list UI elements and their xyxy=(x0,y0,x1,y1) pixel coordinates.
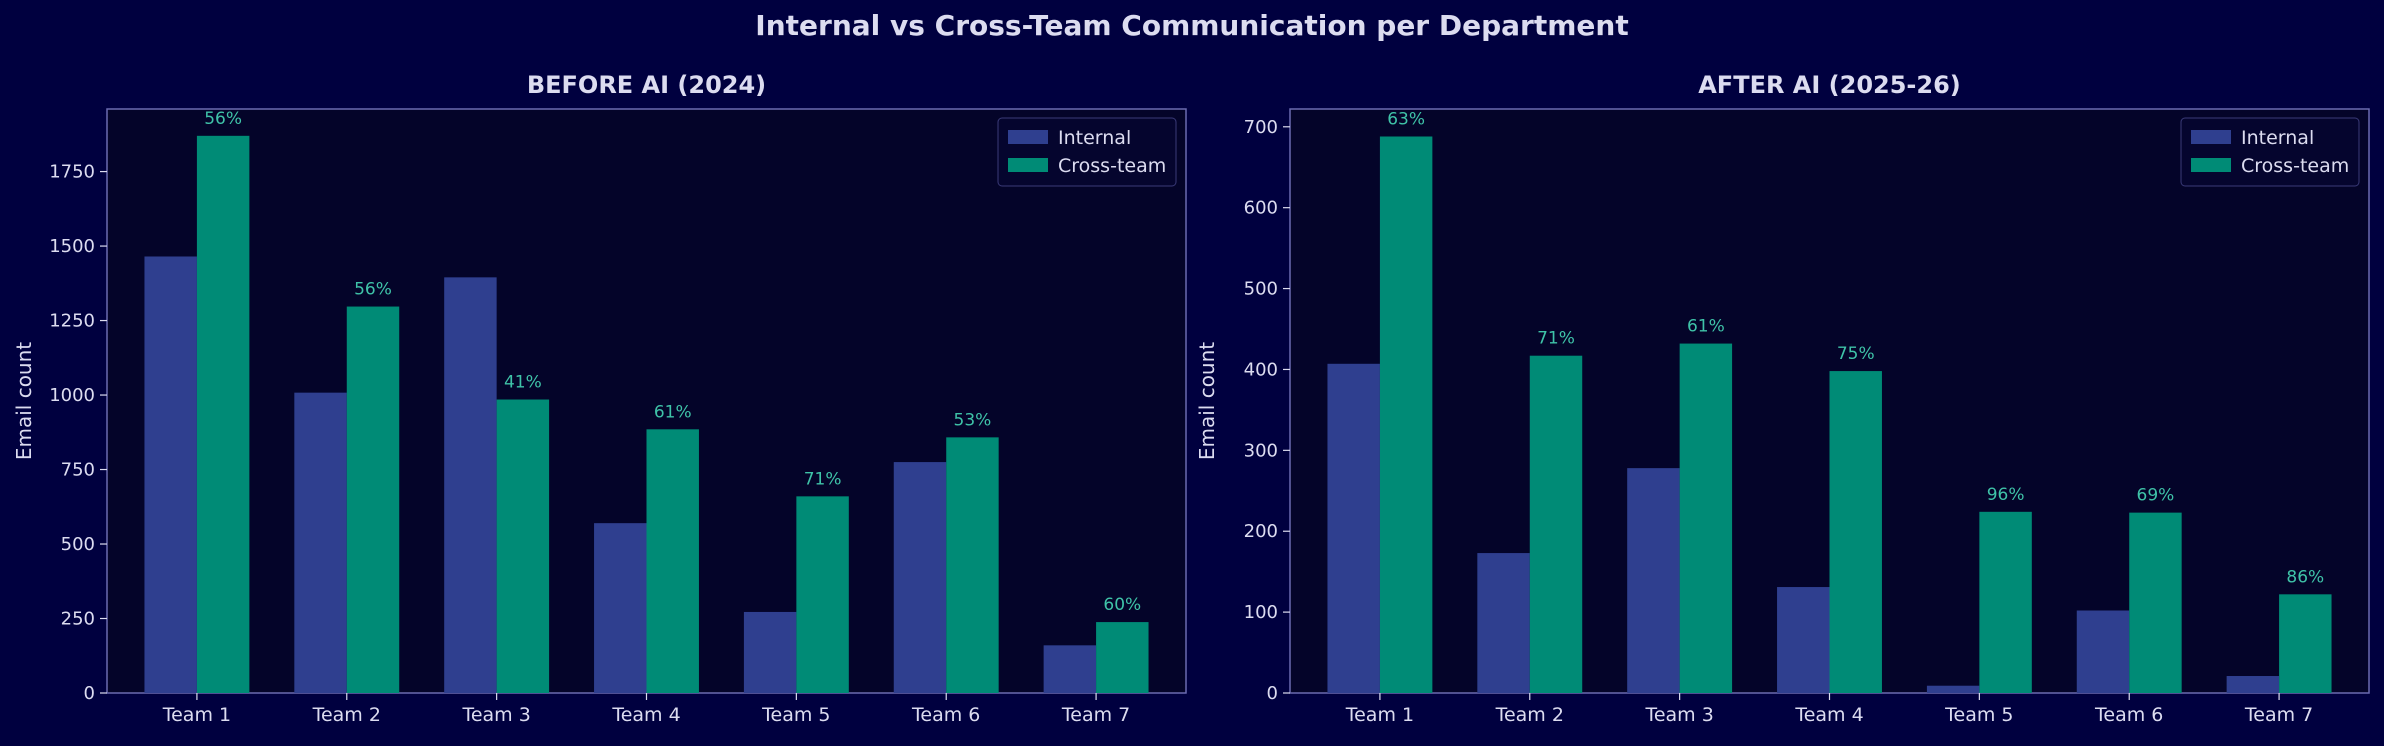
legend-swatch-internal xyxy=(1008,130,1048,144)
bar-internal xyxy=(594,523,647,693)
x-tick-label: Team 5 xyxy=(1944,704,2013,726)
data-label: 56% xyxy=(204,109,242,129)
x-tick-label: Team 6 xyxy=(911,704,980,726)
x-tick-label: Team 7 xyxy=(2244,704,2313,726)
bar-internal xyxy=(1627,468,1680,693)
y-tick-label: 1500 xyxy=(49,236,95,257)
x-tick-label: Team 1 xyxy=(162,704,231,726)
y-tick-label: 700 xyxy=(1244,117,1278,138)
bar-internal xyxy=(444,277,497,693)
bar-cross-team xyxy=(346,306,400,693)
bar-cross-team xyxy=(1979,511,2032,693)
bar-cross-team xyxy=(796,496,849,693)
x-tick-label: Team 2 xyxy=(312,704,381,726)
chart-panel-1: BEFORE AI (2024) Email count 0 250 500 750 100… xyxy=(12,71,1187,726)
x-tick-label: Team 1 xyxy=(1345,704,1414,726)
legend-swatch-internal xyxy=(2191,130,2231,144)
data-label: 71% xyxy=(804,469,842,489)
bar-cross-team xyxy=(2279,594,2332,693)
bar-internal xyxy=(1926,685,1980,693)
x-tick-label: Team 5 xyxy=(761,704,830,726)
legend: Internal Cross-team xyxy=(2180,117,2360,187)
bar-cross-team xyxy=(1379,136,1433,693)
data-label: 71% xyxy=(1537,329,1575,349)
data-label: 56% xyxy=(354,280,392,300)
y-tick-label: 1250 xyxy=(49,311,95,332)
y-tick-label: 100 xyxy=(1244,602,1278,623)
y-axis-label: Email count xyxy=(1195,342,1219,460)
data-label: 69% xyxy=(2137,486,2175,506)
legend: Internal Cross-team xyxy=(997,117,1177,187)
y-tick-label: 750 xyxy=(61,460,95,481)
legend-label-cross-team: Cross-team xyxy=(1058,155,1166,177)
y-tick-label: 1000 xyxy=(49,385,95,406)
y-tick-label: 500 xyxy=(61,534,95,555)
x-tick-label: Team 3 xyxy=(461,704,530,726)
bar-internal xyxy=(1327,363,1380,693)
data-label: 61% xyxy=(1687,317,1725,337)
x-tick-label: Team 7 xyxy=(1061,704,1130,726)
y-tick-label: 250 xyxy=(61,609,95,630)
legend-label-internal: Internal xyxy=(2241,127,2314,149)
x-tick-label: Team 3 xyxy=(1644,704,1713,726)
legend-swatch-cross-team xyxy=(1008,158,1048,172)
x-tick-label: Team 6 xyxy=(2094,704,2163,726)
bar-cross-team xyxy=(946,437,999,693)
bar-internal xyxy=(144,256,197,693)
legend-label-cross-team: Cross-team xyxy=(2241,155,2349,177)
bar-internal xyxy=(893,462,947,693)
x-tick-label: Team 4 xyxy=(611,704,680,726)
bar-internal xyxy=(1477,553,1530,693)
bar-cross-team xyxy=(646,429,699,693)
x-tick-label: Team 2 xyxy=(1495,704,1564,726)
data-label: 41% xyxy=(504,373,542,393)
y-tick-label: 400 xyxy=(1244,359,1278,380)
y-axis-label: Email count xyxy=(12,342,36,460)
x-tick-label: Team 4 xyxy=(1794,704,1863,726)
bar-internal xyxy=(2076,610,2130,693)
data-label: 60% xyxy=(1103,595,1141,615)
y-tick-label: 600 xyxy=(1244,198,1278,219)
data-label: 61% xyxy=(654,402,692,422)
y-tick-label: 300 xyxy=(1244,440,1278,461)
y-tick-label: 0 xyxy=(84,683,95,704)
data-label: 53% xyxy=(954,410,992,430)
data-label: 86% xyxy=(2286,567,2324,587)
legend-swatch-cross-team xyxy=(2191,158,2231,172)
bar-internal xyxy=(294,392,347,693)
panel-title: AFTER AI (2025-26) xyxy=(1698,71,1961,99)
legend-label-internal: Internal xyxy=(1058,127,1131,149)
data-label: 75% xyxy=(1837,344,1875,364)
bar-internal xyxy=(743,611,797,693)
bar-cross-team xyxy=(2129,512,2182,693)
data-label: 96% xyxy=(1987,485,2025,505)
bar-cross-team xyxy=(1529,355,1583,693)
bar-internal xyxy=(2226,676,2280,693)
y-tick-label: 0 xyxy=(1267,683,1278,704)
bar-internal xyxy=(1777,587,1830,693)
bar-cross-team xyxy=(496,399,550,693)
y-tick-label: 500 xyxy=(1244,279,1278,300)
bar-cross-team xyxy=(1679,343,1733,693)
bar-cross-team xyxy=(1096,622,1149,693)
y-tick-label: 200 xyxy=(1244,521,1278,542)
bar-cross-team xyxy=(196,135,250,693)
y-tick-label: 1750 xyxy=(49,162,95,183)
bar-internal xyxy=(1043,645,1097,693)
chart-panel-2: AFTER AI (2025-26) Email count 0 100 200 300 4… xyxy=(1195,71,2370,726)
bar-cross-team xyxy=(1829,371,1882,693)
data-label: 63% xyxy=(1387,110,1425,130)
panel-title: BEFORE AI (2024) xyxy=(527,71,766,99)
figure-title: Internal vs Cross-Team Communication per… xyxy=(755,9,1628,42)
